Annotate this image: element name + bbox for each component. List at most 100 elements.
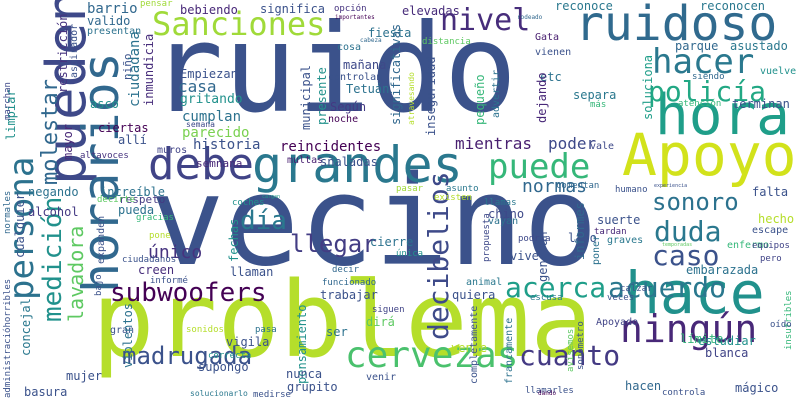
word-duda: duda <box>654 215 722 248</box>
word-unico: único <box>148 242 203 263</box>
word-reconocen: reconocen <box>700 0 766 13</box>
word-siendo: siendo <box>692 72 725 82</box>
word-informe: informé <box>150 276 188 286</box>
word-informes: informes <box>573 202 587 260</box>
word-muros: muros <box>157 145 188 156</box>
word-acerca: acerca <box>505 271 607 304</box>
word-escape: escape <box>752 225 789 236</box>
word-ningun: ningún <box>620 307 758 351</box>
word-alli: allí <box>118 133 147 147</box>
word-decirte: decirte <box>97 195 135 205</box>
word-separa: separa <box>573 88 617 102</box>
word-solucionarlo: solucionarlo <box>190 389 248 398</box>
word-lavadora: lavadora <box>64 225 88 322</box>
word-altavoces: altavoces <box>80 151 129 161</box>
word-hacer: hacer <box>652 42 755 82</box>
word-escusa: escusa <box>530 293 563 303</box>
word-empiezan: Empiezan <box>180 67 238 81</box>
word-ciudadana: ciudadana <box>127 31 143 107</box>
word-cumplan: cumplan <box>182 109 242 125</box>
word-blanca: blanca <box>705 346 749 360</box>
word-administracion: administracióhorribles <box>3 278 13 398</box>
word-veces: veces <box>607 293 635 303</box>
word-controla: controla <box>662 388 706 398</box>
word-respeto: respeto <box>119 193 166 206</box>
word-supongo: supongo <box>198 360 249 374</box>
word-policia: policía <box>648 75 767 108</box>
word-atencion: atención <box>678 99 722 109</box>
word-debe: debe <box>148 139 254 190</box>
word-pasar: pasar <box>396 184 424 194</box>
word-sanciones: Sanciones <box>152 5 326 43</box>
word-mujer: mujer <box>66 369 103 383</box>
word-sonidos: sonidos <box>186 325 224 335</box>
word-llamarles: llamarles <box>525 386 574 396</box>
word-gran: gran <box>110 325 135 336</box>
word-controlan: controlan <box>328 72 383 83</box>
word-significativas: significativas <box>389 23 403 125</box>
word-podria: podría <box>518 234 551 244</box>
word-casa: casa <box>178 77 217 96</box>
word-restriccion: restricción <box>56 13 70 93</box>
word-hacen: hacen <box>625 379 662 393</box>
word-pero: pero <box>760 254 782 264</box>
word-decir: decir <box>332 265 360 275</box>
word-cosa: cosa <box>337 42 362 53</box>
word-animal: animal <box>466 277 503 288</box>
word-vienen: vienen <box>535 47 572 58</box>
word-semana: semana <box>186 120 215 129</box>
word-creen: creen <box>138 263 175 277</box>
word-pone: pone <box>149 231 171 241</box>
word-presente: presente <box>315 67 329 125</box>
word-sonometro: sonómetro <box>576 321 586 370</box>
word-dejando: dejando <box>535 72 549 123</box>
word-mas: más <box>590 100 607 110</box>
word-limite: límite <box>680 332 724 346</box>
word-cabeza: cabeza <box>360 37 382 44</box>
word-pensar: pensar <box>140 0 173 9</box>
word-advertir: advertir <box>491 69 502 118</box>
word-atravesando: atravesando <box>407 72 416 125</box>
word-normales: normales <box>3 190 13 234</box>
word-mientras: mientras <box>455 134 533 153</box>
word-madrugada: madrugada <box>122 342 253 370</box>
word-grupito: grupito <box>287 380 338 394</box>
word-elevadas: elevadas <box>402 4 460 18</box>
word-cualquier: cualquier <box>13 192 27 258</box>
word-inmundicia: inmundicia <box>142 33 156 106</box>
word-quiera: quiera <box>452 288 496 302</box>
word-funcionado: funcionado <box>322 278 377 288</box>
word-gata: Gata <box>535 32 560 43</box>
word-enfermo: enfermo <box>727 240 770 251</box>
word-vigila: vigila <box>226 335 270 349</box>
word-cierre: cierre <box>370 235 414 249</box>
word-negando: negando <box>28 185 79 199</box>
word-hora: hora <box>655 83 790 148</box>
word-normas: normas <box>522 176 588 197</box>
word-francamente: francamente <box>504 317 515 384</box>
word-chino: chino <box>488 207 525 221</box>
word-falta: falta <box>752 185 789 199</box>
word-presentan: presentan <box>87 26 142 37</box>
word-grandes: grandes <box>252 136 463 194</box>
word-importantes: importantes <box>335 14 375 21</box>
word-suerte: suerte <box>597 213 641 227</box>
word-medirse: medirse <box>253 390 291 400</box>
word-cervezas: cervezas <box>345 335 519 376</box>
word-oido: oído <box>770 320 792 330</box>
word-asco: asco <box>90 97 119 111</box>
word-fiesta: fiesta <box>368 26 412 40</box>
word-avisemos: avisemos <box>566 328 576 372</box>
word-tardan: tardan <box>594 227 627 237</box>
word-ser: ser <box>326 325 348 339</box>
word-siguen: siguen <box>372 305 405 315</box>
word-barrio: barrio <box>87 1 138 17</box>
word-increible: increíble <box>100 185 166 199</box>
word-inseguridad: inseguridad <box>424 56 438 136</box>
word-vende: vende <box>451 341 488 355</box>
word-valido: valido <box>87 14 131 28</box>
word-poder: poder <box>548 134 597 153</box>
word-comentan: comentan <box>556 181 600 191</box>
word-caso: caso <box>652 239 720 272</box>
